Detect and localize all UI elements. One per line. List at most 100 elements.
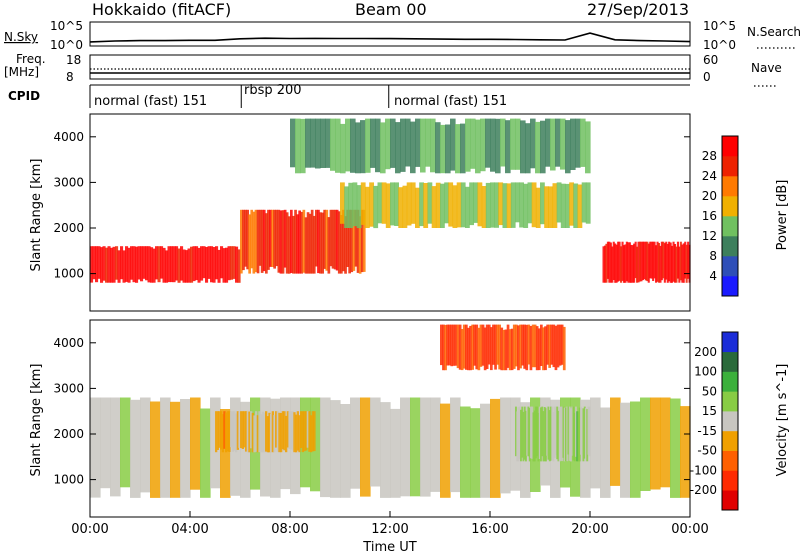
echo-cell	[562, 326, 566, 371]
echo-cell	[248, 411, 251, 453]
echo-cell	[235, 246, 239, 283]
colorbar-cell	[722, 490, 738, 511]
echo-cell	[636, 246, 639, 283]
echo-cell	[344, 186, 349, 228]
echo-cell	[540, 182, 545, 225]
colorbar-tick-label: -100	[690, 463, 717, 477]
echo-cell	[527, 406, 530, 457]
echo-cell	[548, 324, 551, 368]
echo-cell	[420, 397, 431, 497]
echo-cell	[475, 324, 479, 370]
echo-cell	[140, 397, 151, 493]
echo-cell	[273, 209, 276, 269]
colorbar-cell	[722, 470, 738, 491]
echo-cell	[609, 242, 612, 283]
echo-cell	[556, 324, 560, 368]
echo-cell	[663, 243, 666, 283]
echo-cell	[345, 118, 351, 172]
echo-cell	[502, 183, 508, 228]
echo-cell	[335, 209, 339, 271]
echo-cell	[302, 209, 306, 273]
echo-cell	[245, 411, 248, 452]
colorbar-tick-label: 8	[709, 249, 717, 263]
echo-cell	[570, 408, 572, 462]
echo-cell	[551, 406, 554, 461]
echo-cell	[487, 324, 491, 365]
echo-cell	[190, 397, 201, 490]
echo-cell	[454, 324, 458, 366]
echo-cell	[650, 241, 653, 279]
echo-cell	[480, 403, 491, 498]
echo-cell	[542, 327, 545, 371]
echo-cell	[120, 397, 131, 488]
echo-cell	[465, 186, 470, 228]
echo-cell	[250, 209, 254, 269]
echo-cell	[462, 324, 466, 369]
cpid-label: CPID	[8, 89, 40, 103]
echo-cell	[668, 241, 671, 282]
echo-cell	[425, 118, 431, 167]
echo-cell	[410, 397, 421, 497]
echo-cell	[190, 246, 194, 283]
noise-tick-high-left: 10^5	[50, 19, 83, 33]
echo-region-1	[90, 246, 241, 283]
echo-cell	[520, 409, 522, 462]
echo-region-5	[602, 241, 691, 283]
echo-cell	[167, 246, 171, 283]
echo-cell	[125, 246, 129, 282]
echo-cell	[540, 324, 543, 366]
echo-cell	[585, 408, 587, 462]
echo-cell	[546, 324, 549, 365]
echo-cell	[590, 397, 601, 489]
colorbar-cell	[722, 256, 738, 277]
echo-cell	[150, 401, 161, 498]
echo-cell	[268, 412, 271, 453]
echo-cell	[369, 182, 374, 227]
echo-cell	[227, 246, 231, 281]
echo-cell	[583, 406, 586, 459]
echo-cell	[400, 397, 411, 497]
echo-cell	[390, 408, 401, 498]
echo-cell	[456, 182, 462, 228]
time-tick-label: 12:00	[371, 522, 408, 537]
echo-cell	[452, 324, 456, 366]
echo-cell	[479, 324, 483, 367]
echo-cell	[430, 118, 436, 173]
echo-cell	[440, 324, 443, 366]
echo-cell	[390, 118, 396, 168]
echo-cell	[352, 209, 356, 271]
echo-cell	[294, 209, 297, 274]
echo-cell	[526, 406, 529, 456]
echo-cell	[647, 243, 650, 283]
echo-cell	[519, 182, 524, 228]
echo-cell	[500, 118, 506, 167]
echo-cell	[431, 186, 437, 228]
freq-label-1: Freq.	[16, 52, 46, 66]
echo-cell	[541, 406, 544, 457]
echo-cell	[618, 241, 621, 281]
echo-cell	[520, 120, 526, 174]
echo-cell	[187, 248, 191, 283]
echo-cell	[362, 209, 366, 272]
echo-cell	[300, 411, 303, 448]
echo-cell	[253, 415, 256, 453]
echo-cell	[305, 411, 308, 451]
echo-cell	[477, 327, 481, 371]
echo-cell	[258, 411, 261, 453]
echo-cell	[585, 182, 591, 224]
echo-cell	[577, 411, 580, 462]
echo-cell	[331, 209, 335, 269]
echo-cell	[360, 209, 364, 273]
colorbar-tick-label: 28	[702, 149, 717, 163]
echo-cell	[523, 406, 526, 460]
echo-cell	[450, 324, 454, 367]
echo-cell	[621, 241, 624, 281]
echo-cell	[298, 415, 301, 453]
echo-cell	[120, 246, 124, 280]
echo-cell	[385, 183, 391, 228]
echo-cell	[398, 187, 404, 228]
echo-region-2	[215, 411, 316, 453]
echo-cell	[519, 324, 522, 369]
echo-cell	[494, 182, 499, 228]
echo-cell	[130, 399, 141, 498]
